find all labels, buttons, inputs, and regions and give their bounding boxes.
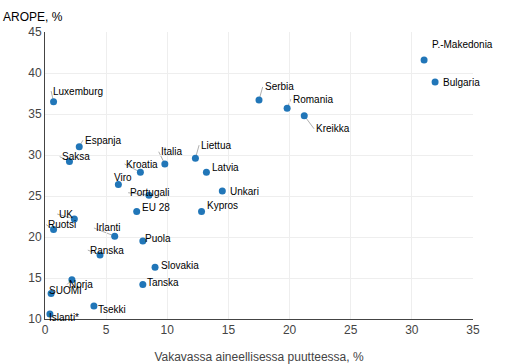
svg-text:Ruotsi: Ruotsi [48, 219, 76, 230]
svg-text:15: 15 [28, 271, 42, 285]
svg-text:EU 28: EU 28 [142, 202, 170, 213]
svg-text:20: 20 [28, 230, 42, 244]
svg-text:25: 25 [344, 323, 358, 337]
svg-text:Romania: Romania [293, 94, 333, 105]
svg-text:UK: UK [59, 209, 73, 220]
svg-text:Bulgaria: Bulgaria [443, 77, 480, 88]
svg-text:Italia: Italia [161, 146, 183, 157]
svg-text:Latvia: Latvia [212, 162, 239, 173]
svg-text:15: 15 [222, 323, 236, 337]
svg-text:5: 5 [103, 323, 110, 337]
svg-text:Kroatia: Kroatia [126, 159, 158, 170]
svg-text:SUOMI: SUOMI [49, 285, 82, 296]
svg-text:Saksa: Saksa [62, 151, 90, 162]
svg-text:Vakavassa aineellisessa puutte: Vakavassa aineellisessa puutteessa, % [154, 350, 364, 364]
svg-text:P.-Makedonia: P.-Makedonia [432, 39, 493, 50]
svg-text:35: 35 [28, 107, 42, 121]
svg-text:Serbia: Serbia [265, 81, 294, 92]
svg-text:0: 0 [42, 323, 49, 337]
svg-text:10: 10 [28, 312, 42, 326]
svg-text:Espanja: Espanja [85, 135, 122, 146]
svg-text:Kreikka: Kreikka [316, 123, 350, 134]
svg-text:20: 20 [283, 323, 297, 337]
svg-text:40: 40 [28, 66, 42, 80]
svg-text:10: 10 [161, 323, 175, 337]
svg-text:Islanti*: Islanti* [49, 312, 79, 323]
svg-text:Norja: Norja [69, 279, 93, 290]
svg-text:35: 35 [466, 323, 480, 337]
svg-text:45: 45 [28, 25, 42, 39]
svg-text:30: 30 [28, 148, 42, 162]
svg-text:Tsekki: Tsekki [98, 304, 126, 315]
svg-text:Puola: Puola [145, 233, 171, 244]
svg-text:Kypros: Kypros [207, 200, 238, 211]
svg-text:Slovakia: Slovakia [161, 260, 199, 271]
svg-text:Liettua: Liettua [201, 140, 231, 151]
svg-text:25: 25 [28, 189, 42, 203]
svg-text:Viro: Viro [114, 172, 132, 183]
svg-text:Irlanti: Irlanti [96, 222, 120, 233]
svg-text:Ranska: Ranska [90, 245, 124, 256]
svg-text:AROPE, %: AROPE, % [3, 10, 63, 24]
svg-text:Portugali: Portugali [130, 187, 169, 198]
svg-text:Unkari: Unkari [230, 186, 259, 197]
svg-text:Tanska: Tanska [147, 277, 179, 288]
svg-text:Luxemburg: Luxemburg [53, 86, 103, 97]
svg-text:30: 30 [405, 323, 419, 337]
